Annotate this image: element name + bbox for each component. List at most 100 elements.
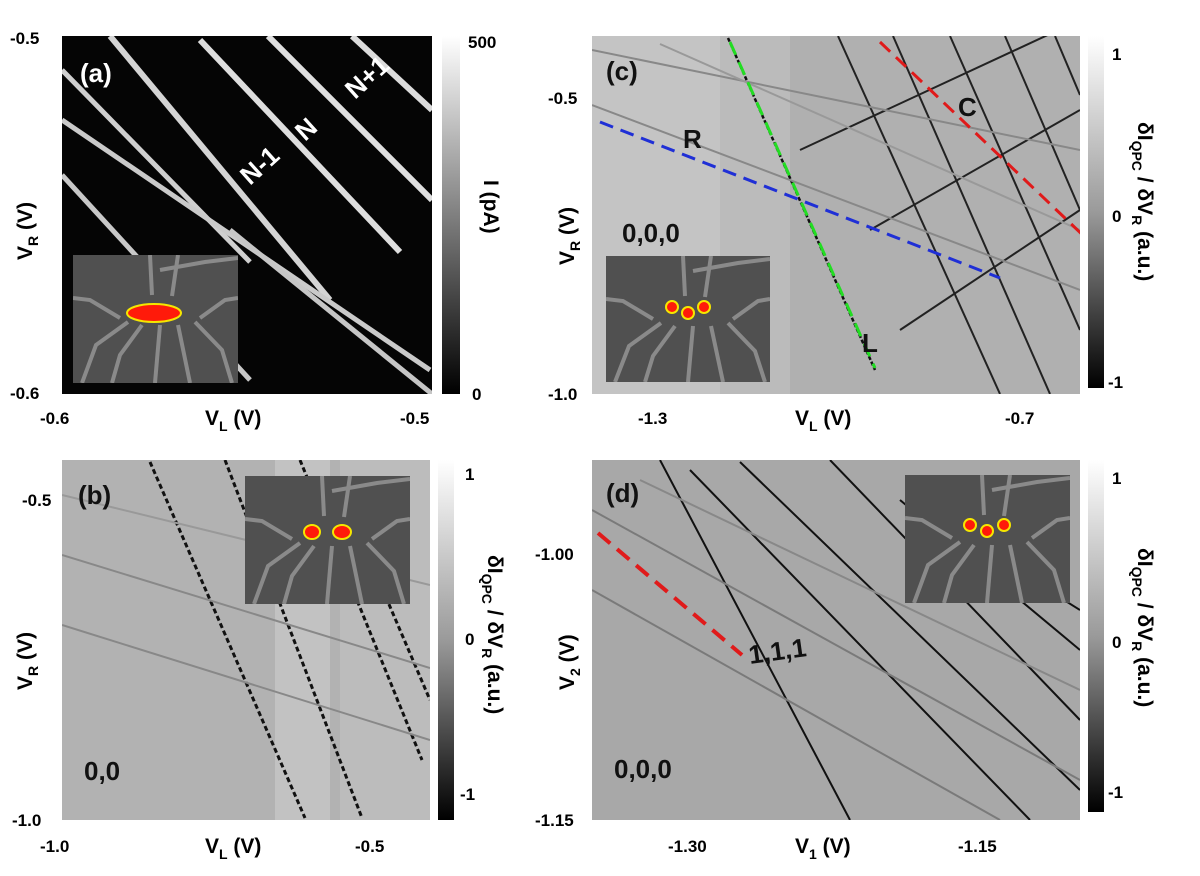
panel-c-colorbar-max: 1 xyxy=(1112,45,1121,64)
panel-c-colorbar-label: δIQPC / δVR (a.u.) xyxy=(1129,122,1156,281)
panel-c-xtick-right: -0.7 xyxy=(1005,409,1034,428)
panel-c-annotation-r: R xyxy=(683,124,702,154)
panel-a-ytick-top: -0.5 xyxy=(10,29,39,48)
quantum-dot xyxy=(681,306,695,320)
panel-c-annotation-c: C xyxy=(958,92,977,122)
panel-c-guide-c xyxy=(878,40,1080,235)
panel-a-label: (a) xyxy=(80,58,112,88)
panel-c-line xyxy=(1054,36,1080,96)
panel-c-annotation-charge-state: 0,0,0 xyxy=(622,218,680,248)
panel-d-colorbar-zero: 0 xyxy=(1112,633,1121,652)
panel-d-ytick-top: -1.00 xyxy=(535,545,574,564)
panel-b-xtick-right: -0.5 xyxy=(355,837,384,856)
panel-b-ylabel: VR (V) xyxy=(14,632,41,690)
quantum-dot xyxy=(665,300,679,314)
panel-b-colorbar-min: -1 xyxy=(460,785,475,804)
panel-d-colorbar-min: -1 xyxy=(1108,783,1123,802)
panel-a-inset xyxy=(73,255,238,383)
panel-b-label: (b) xyxy=(78,480,111,510)
panel-c-annotation-l: L xyxy=(862,328,878,358)
panel-c-ytick-top: -0.5 xyxy=(548,89,577,108)
panel-c-ylabel: VR (V) xyxy=(556,207,583,265)
panel-d-line xyxy=(592,509,1080,781)
panel-b-line xyxy=(62,554,430,669)
panel-d-line xyxy=(739,461,1080,791)
panel-d-inset xyxy=(905,475,1070,603)
panel-d-guide-c xyxy=(596,531,744,657)
panel-a-colorbar-min: 0 xyxy=(472,385,481,404)
panel-d-xlabel: V1 (V) xyxy=(795,835,851,862)
panel-d-xtick-left: -1.30 xyxy=(668,837,707,856)
panel-c-line xyxy=(592,104,1080,291)
panel-c-label: (c) xyxy=(606,56,638,86)
panel-c-ytick-bottom: -1.0 xyxy=(548,385,577,404)
panel-d-line xyxy=(689,469,1031,820)
quantum-dot xyxy=(303,524,321,540)
panel-b: (b) 0,0 -0.5 -1.0 -1.0 -0.5 VL (V) VR (V… xyxy=(12,460,506,862)
panel-b-line xyxy=(298,460,424,761)
panel-a-colorbar xyxy=(442,36,460,394)
panel-a-line xyxy=(265,36,432,203)
quantum-dot xyxy=(126,303,182,323)
panel-d-annotation-charge-state: 0,0,0 xyxy=(614,754,672,784)
panel-a-ylabel: VR (V) xyxy=(14,202,41,260)
panel-b-colorbar-zero: 0 xyxy=(465,630,474,649)
panel-a-line xyxy=(228,228,432,394)
panel-a-xlabel: VL (V) xyxy=(205,407,261,434)
panel-c-line xyxy=(869,109,1080,231)
panel-d-colorbar-label: δIQPC / δVR (a.u.) xyxy=(1129,548,1156,707)
panel-d: (d) 0,0,0 1,1,1 -1.00 -1.15 -1.30 -1.15 … xyxy=(535,460,1156,862)
panel-b-xlabel: VL (V) xyxy=(205,835,261,862)
quantum-dot xyxy=(997,518,1011,532)
panel-a-line xyxy=(107,36,333,302)
quantum-dot xyxy=(697,300,711,314)
panel-b-line xyxy=(62,624,430,741)
panel-b-ytick-top: -0.5 xyxy=(22,491,51,510)
panel-b-ytick-bottom: -1.0 xyxy=(12,811,41,830)
panel-b-colorbar-max: 1 xyxy=(465,465,474,484)
quantum-dot xyxy=(980,524,994,538)
panel-c-line xyxy=(659,43,1080,231)
panel-a-line xyxy=(349,36,432,113)
panel-d-label: (d) xyxy=(606,478,639,508)
panel-b-xtick-left: -1.0 xyxy=(40,837,69,856)
panel-a-ytick-bottom: -0.6 xyxy=(10,384,39,403)
panel-b-line xyxy=(148,461,307,819)
panel-a-colorbar-max: 500 xyxy=(468,33,496,52)
panel-c-xlabel: VL (V) xyxy=(795,407,851,434)
panel-d-colorbar xyxy=(1088,460,1104,812)
panel-c-line xyxy=(1004,36,1080,211)
panel-b-annotation-charge-state: 0,0 xyxy=(84,756,120,786)
panel-a-colorbar-label: I (pA) xyxy=(479,180,502,234)
panel-d-ytick-bottom: -1.15 xyxy=(535,811,574,830)
panel-d-line xyxy=(639,479,1080,691)
panel-a-xtick-left: -0.6 xyxy=(40,409,69,428)
panel-d-line xyxy=(659,460,851,820)
panel-b-inset xyxy=(245,476,410,604)
panel-c-xtick-left: -1.3 xyxy=(638,409,667,428)
panel-c-inset xyxy=(606,256,770,382)
panel-a-xtick-right: -0.5 xyxy=(400,409,429,428)
panel-c-line xyxy=(592,49,1080,151)
quantum-dot xyxy=(332,524,352,540)
panel-c-guide-r xyxy=(599,120,1001,280)
panel-b-colorbar-label: δIQPC / δVR (a.u.) xyxy=(479,555,506,714)
panel-d-ylabel: V2 (V) xyxy=(556,634,583,690)
panel-c-guide-l xyxy=(728,41,877,369)
panel-d-xtick-right: -1.15 xyxy=(958,837,997,856)
panel-a-line xyxy=(62,68,252,264)
panel-d-colorbar-max: 1 xyxy=(1112,469,1121,488)
panel-c-line xyxy=(837,36,1001,394)
panel-d-line xyxy=(592,589,1001,820)
panel-c-line xyxy=(799,36,1048,151)
panel-a-line xyxy=(197,37,403,255)
panel-c: (c) 0,0,0 R C L -0.5 -1.0 -1.3 -0.7 VL (… xyxy=(548,36,1156,434)
panel-c-colorbar-min: -1 xyxy=(1108,373,1123,392)
panel-c-colorbar-zero: 0 xyxy=(1112,207,1121,226)
panel-a: (a) N-1 N N+1 -0.5 -0.6 -0.6 -0.5 VL (V)… xyxy=(10,29,502,434)
quantum-dot xyxy=(963,518,977,532)
panel-c-line xyxy=(899,209,1080,331)
panel-c-colorbar xyxy=(1088,36,1104,388)
panel-b-colorbar xyxy=(438,460,454,820)
